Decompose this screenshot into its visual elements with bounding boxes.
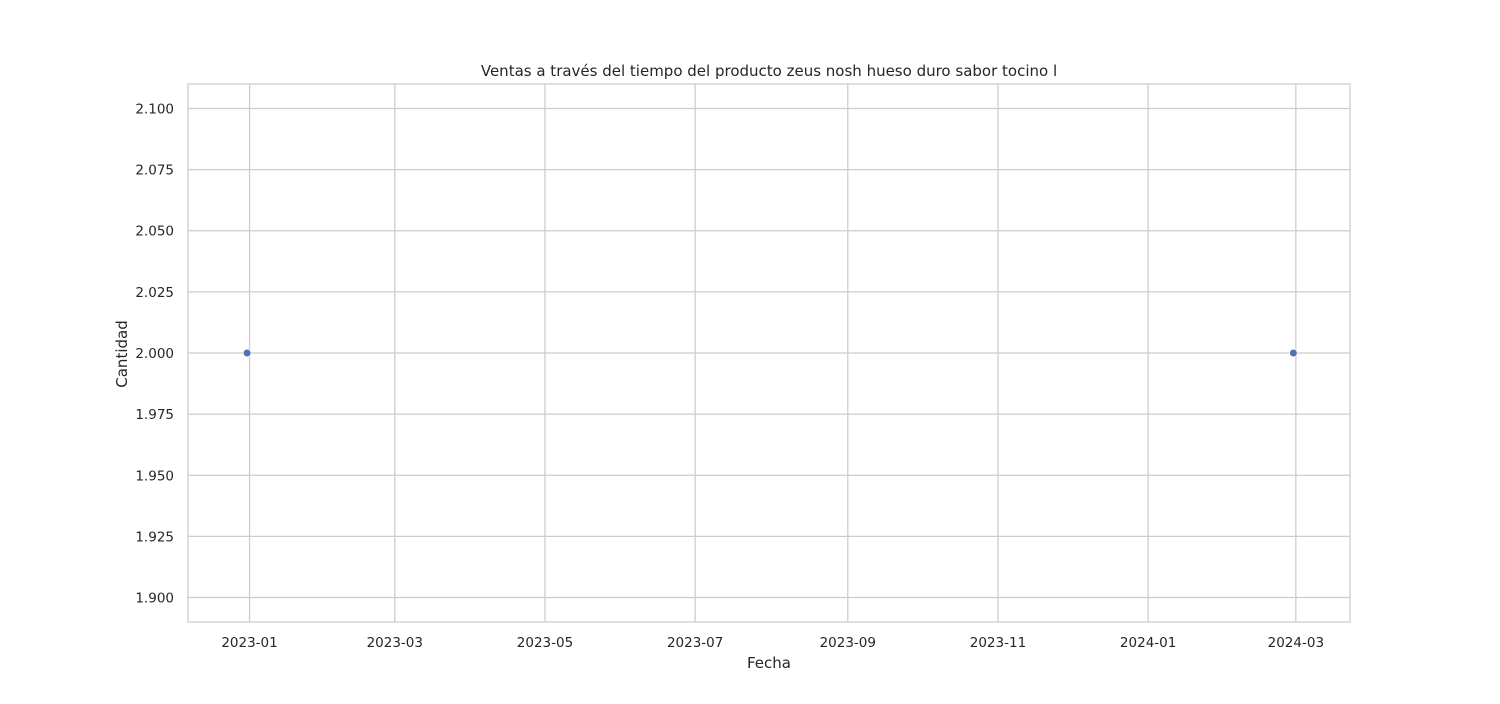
data-points	[242, 348, 1298, 358]
y-tick-label: 2.075	[135, 163, 174, 179]
y-tick-label: 1.950	[135, 468, 174, 484]
chart-title: Ventas a través del tiempo del producto …	[481, 62, 1057, 80]
x-tick-label: 2023-11	[970, 635, 1026, 651]
data-point	[242, 348, 252, 358]
y-tick-label: 2.100	[135, 101, 174, 117]
y-tick-label: 2.025	[135, 285, 174, 301]
data-point	[1289, 348, 1298, 358]
x-tick-label: 2023-09	[820, 635, 876, 651]
y-tick-label: 2.000	[135, 346, 174, 362]
x-tick-label: 2023-05	[517, 635, 573, 651]
y-tick-label: 2.050	[135, 224, 174, 240]
x-tick-label: 2023-01	[221, 635, 277, 651]
y-axis-ticks: 1.900 1.925 1.950 1.975 2.000 2.025 2.050 2.075…	[135, 101, 174, 606]
x-tick-label: 2024-01	[1120, 635, 1176, 651]
y-tick-label: 1.925	[135, 529, 174, 545]
y-axis-label: Cantidad	[113, 320, 131, 387]
x-tick-label: 2024-03	[1268, 635, 1324, 651]
x-tick-label: 2023-07	[667, 635, 723, 651]
x-axis-label: Fecha	[747, 654, 791, 672]
plot-area-frame	[187, 83, 1351, 623]
grid-layer	[188, 84, 1350, 622]
y-tick-label: 1.900	[135, 591, 174, 607]
y-tick-label: 1.975	[135, 407, 174, 423]
x-axis-ticks: 2023-01 2023-03 2023-05 2023-07 2023-09 2023-…	[221, 635, 1324, 651]
x-tick-label: 2023-03	[367, 635, 423, 651]
